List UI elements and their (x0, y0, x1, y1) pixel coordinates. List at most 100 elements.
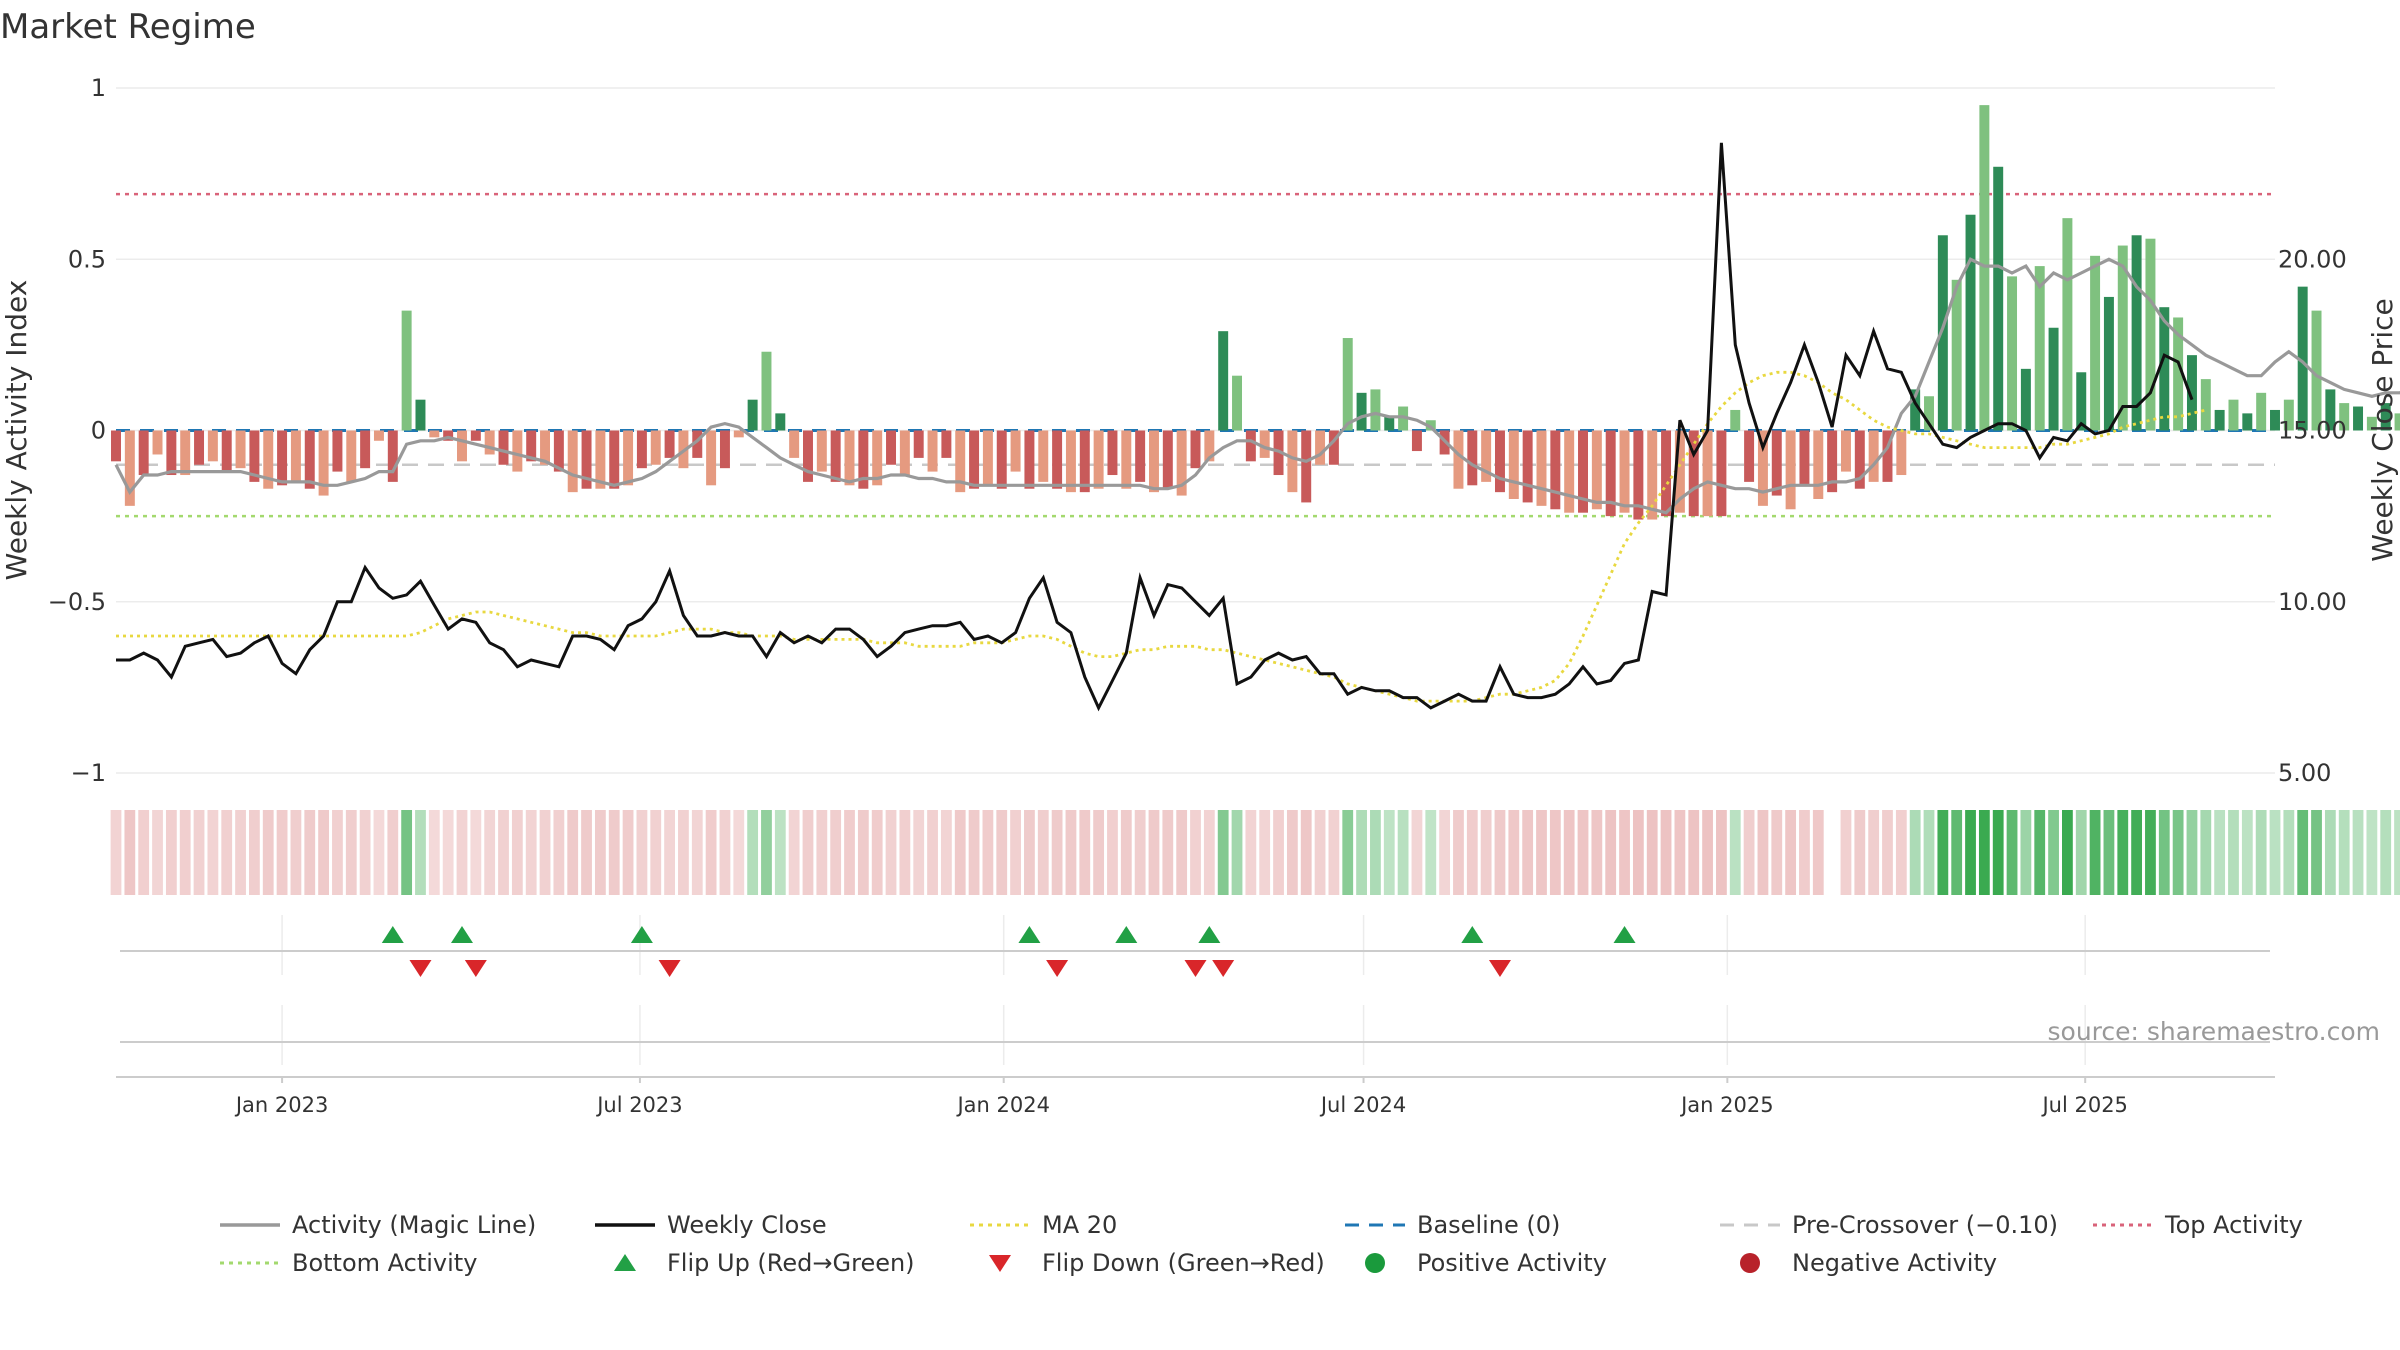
regime-cell (761, 810, 772, 895)
regime-cell (2103, 810, 2115, 895)
y-tick-label: 0 (91, 417, 106, 445)
activity-bar (1494, 430, 1505, 493)
activity-bar (1481, 430, 1492, 482)
regime-cell (484, 810, 496, 895)
activity-bar (1840, 430, 1851, 472)
regime-cell (1688, 810, 1700, 895)
flip-down-marker (1488, 960, 1511, 977)
activity-bar (2228, 399, 2239, 431)
regime-cell (1536, 810, 1547, 895)
regime-cell (1854, 810, 1866, 895)
regime-cell (498, 810, 509, 895)
regime-cell (857, 810, 869, 895)
activity-bar (2339, 403, 2350, 431)
activity-bar (1301, 430, 1312, 503)
regime-cell (1978, 810, 1990, 895)
activity-bar (166, 430, 177, 476)
regime-cell (1840, 810, 1852, 895)
regime-cell (1107, 810, 1118, 895)
regime-cell (1937, 810, 1949, 895)
legend-item: Negative Activity (1740, 1249, 1997, 1277)
regime-cell (470, 810, 482, 895)
activity-bar (996, 430, 1007, 489)
regime-cell (1065, 810, 1077, 895)
activity-bar (1854, 430, 1865, 489)
regime-strip (110, 810, 2400, 895)
regime-cell (1383, 810, 1395, 895)
activity-bar (2090, 255, 2101, 431)
legend-item: Top Activity (2093, 1211, 2303, 1239)
activity-bar (1564, 430, 1575, 513)
activity-bar (609, 430, 620, 489)
legend-item: Flip Down (Green→Red) (989, 1249, 1325, 1277)
regime-cell (1605, 810, 1617, 895)
legend-item: MA 20 (970, 1211, 1117, 1239)
activity-bar (1522, 430, 1533, 503)
y-tick-label: −1 (71, 759, 106, 787)
activity-bar (1965, 214, 1976, 431)
activity-bar (623, 430, 634, 486)
regime-cell (2200, 810, 2212, 895)
legend-item: Pre-Crossover (−0.10) (1720, 1211, 2058, 1239)
regime-cell (2283, 810, 2295, 895)
regime-cell (1411, 810, 1423, 895)
regime-cell (816, 810, 828, 895)
y-axis-ticks: 1 0.5 0 −0.5 −1 (48, 74, 106, 787)
source-label: source: sharemaestro.com (2048, 1017, 2381, 1046)
regime-cell (830, 810, 842, 895)
regime-cell (954, 810, 966, 895)
x-tick-label: Jan 2025 (1679, 1093, 1774, 1117)
regime-cell (2214, 810, 2226, 895)
activity-bar (899, 430, 910, 476)
legend-label: Negative Activity (1792, 1249, 1997, 1277)
activity-bar (982, 430, 993, 486)
regime-cell (927, 810, 938, 895)
dot-icon (1740, 1253, 1760, 1273)
activity-bar (1993, 166, 2004, 431)
y2-tick-label: 20.00 (2278, 245, 2347, 273)
regime-cell (2269, 810, 2281, 895)
regime-cell (2324, 810, 2336, 895)
activity-bar (1259, 430, 1270, 458)
legend: Activity (Magic Line) Weekly Close MA 20 Ba… (220, 1211, 2303, 1277)
regime-cell (1909, 810, 1921, 895)
regime-cell (332, 810, 343, 895)
regime-cell (2297, 810, 2309, 895)
activity-bar (498, 430, 509, 465)
regime-cell (193, 810, 205, 895)
x-tick-label: Jan 2024 (955, 1093, 1050, 1117)
ma20-series (116, 370, 2207, 703)
regime-cell (1508, 810, 1520, 895)
y2-axis-title: Weekly Close Price (2366, 298, 2399, 561)
activity-bar (1605, 430, 1616, 517)
regime-cell (138, 810, 150, 895)
y2-tick-label: 5.00 (2278, 759, 2331, 787)
activity-bar (1176, 430, 1187, 496)
flip-down-marker (658, 960, 681, 977)
activity-bar (955, 430, 966, 493)
activity-bar (2103, 296, 2114, 431)
activity-bar (373, 430, 384, 441)
flip-up-marker (1018, 926, 1041, 943)
regime-cell (594, 810, 606, 895)
regime-cell (2075, 810, 2087, 895)
activity-bar (567, 430, 578, 493)
regime-cell (539, 810, 551, 895)
regime-cell (608, 810, 620, 895)
regime-cell (733, 810, 745, 895)
regime-cell (2034, 810, 2046, 895)
regime-cell (401, 810, 413, 895)
activity-bar (775, 413, 786, 431)
flip-down-marker (1184, 960, 1207, 977)
regime-cell (1134, 810, 1146, 895)
activity-bar (1951, 279, 1962, 431)
regime-cell (248, 810, 260, 895)
activity-bar (1937, 235, 1948, 431)
regime-cell (2311, 810, 2322, 895)
activity-bar (180, 430, 191, 476)
regime-cell (2048, 810, 2059, 895)
activity-bar (2270, 409, 2280, 431)
activity-bar (803, 430, 813, 482)
flip-down-marker (409, 960, 432, 977)
activity-bar (816, 430, 827, 472)
